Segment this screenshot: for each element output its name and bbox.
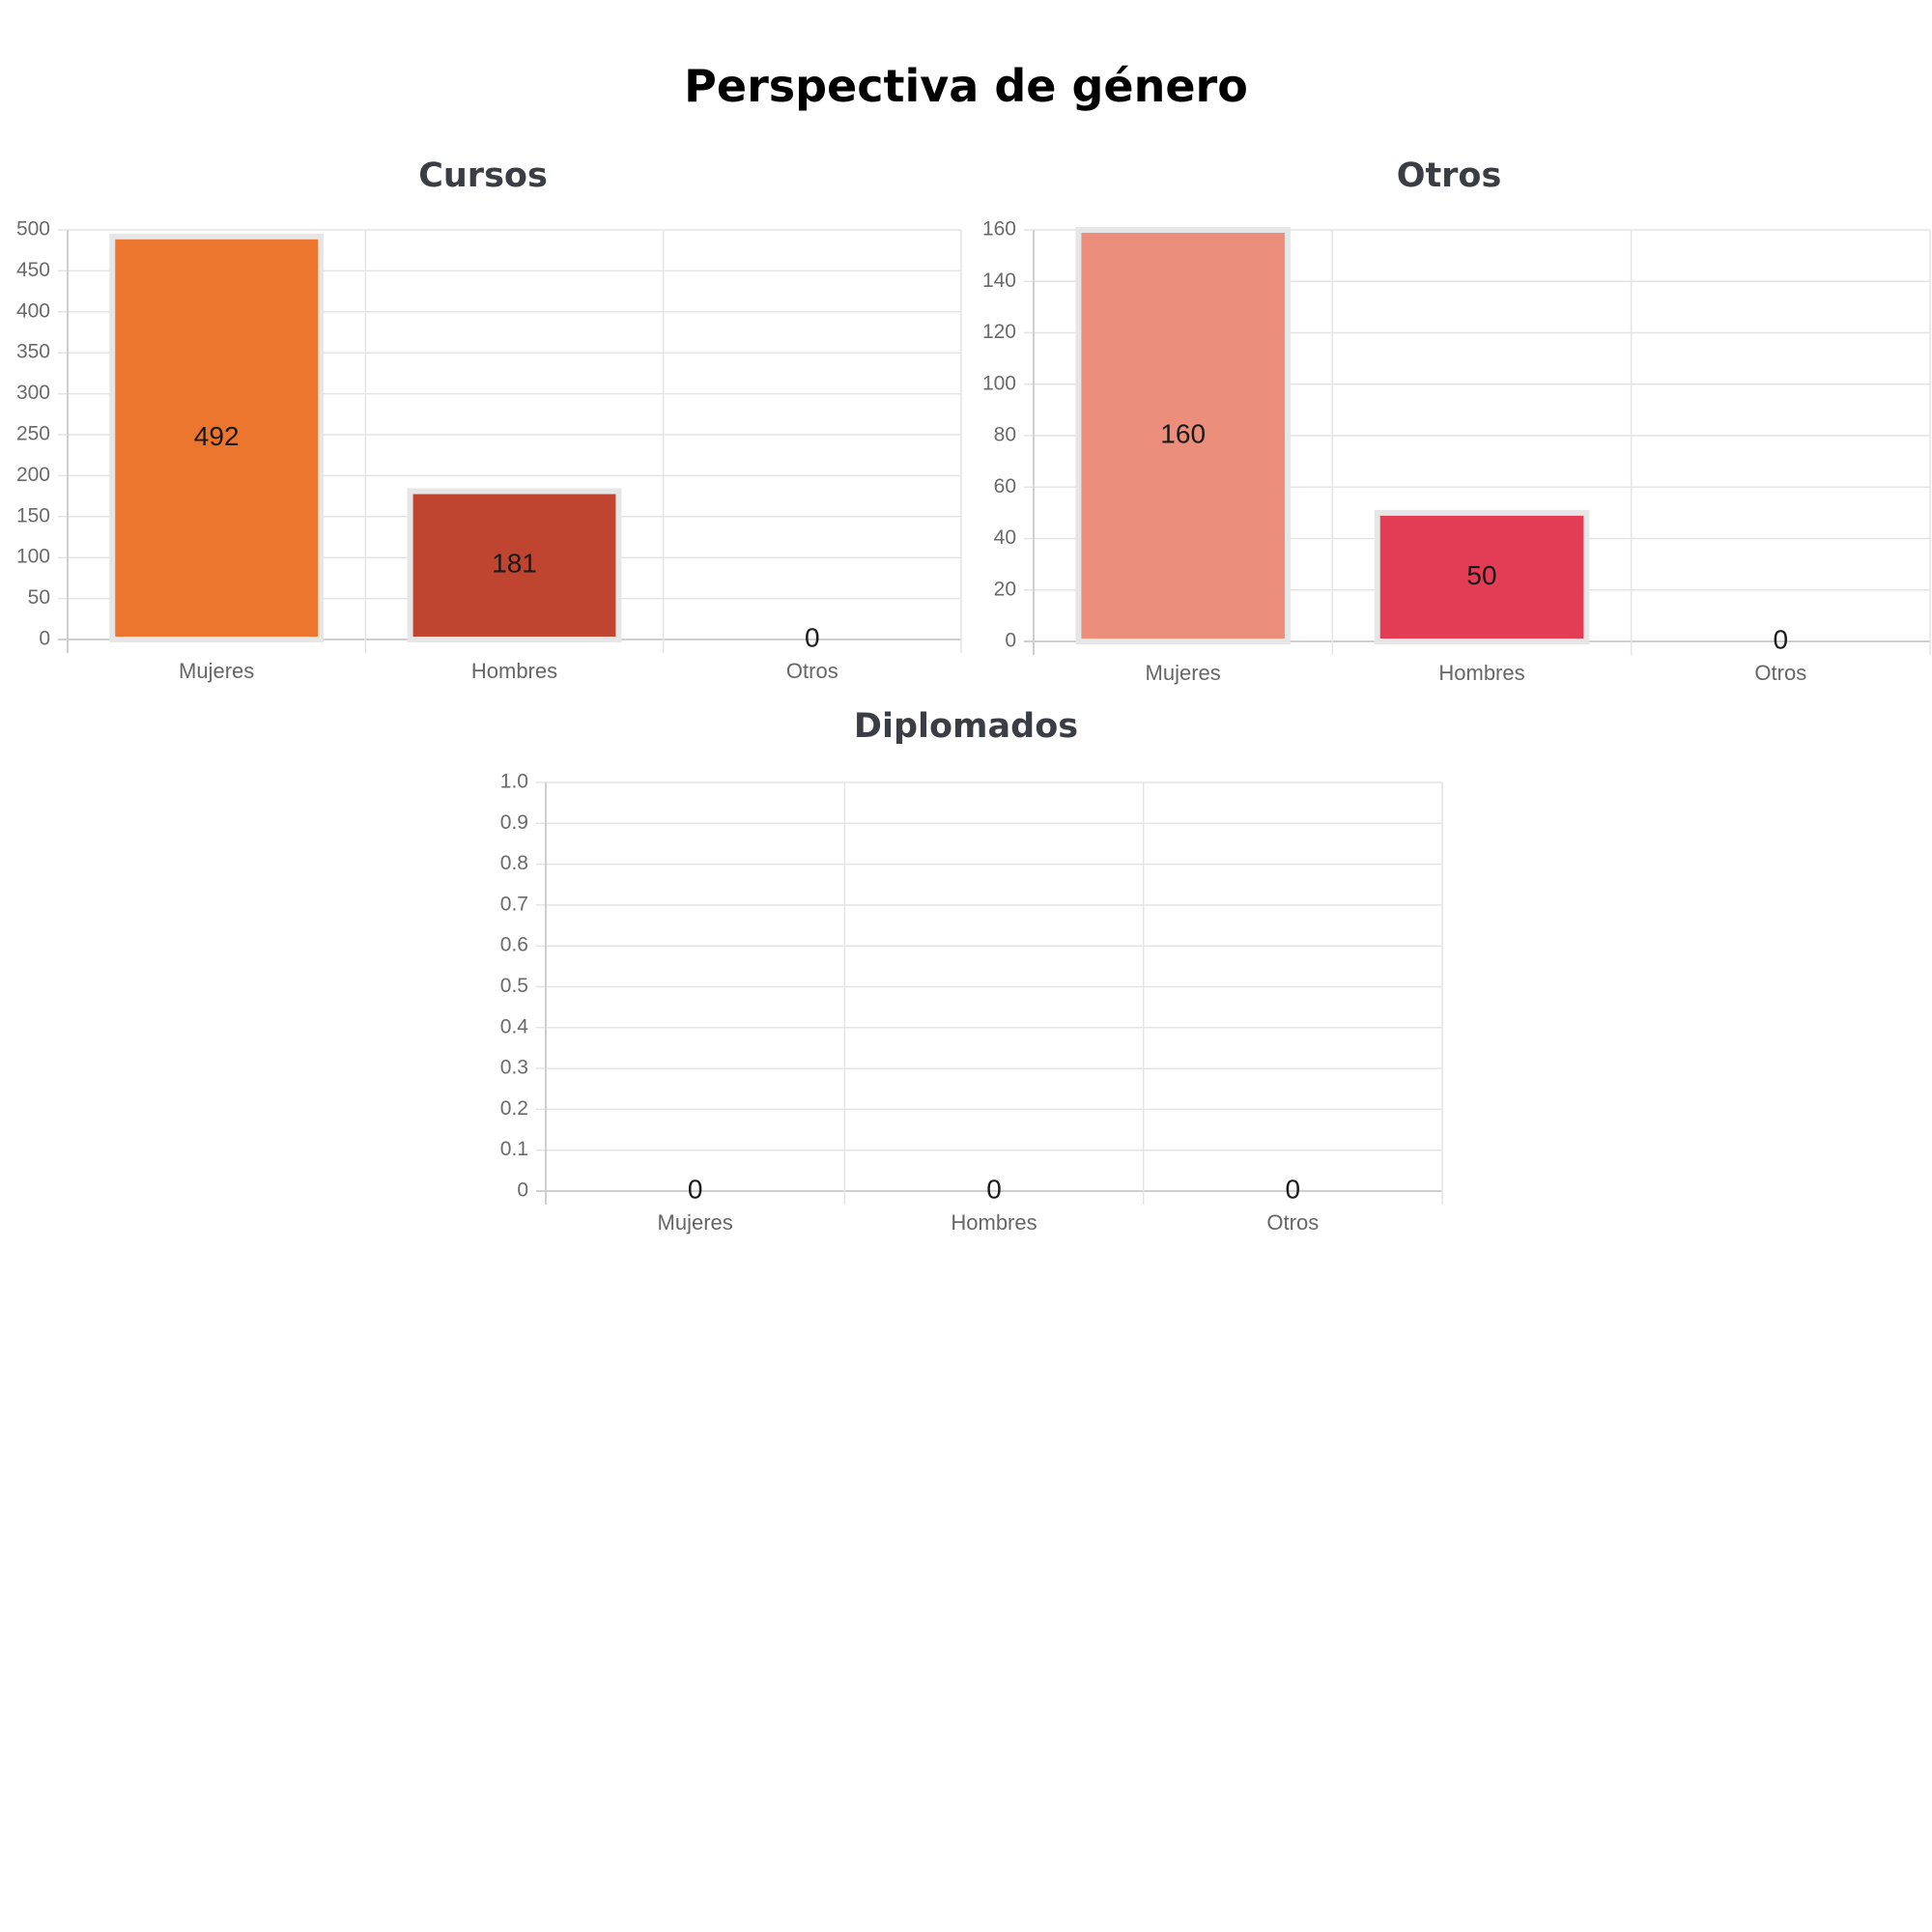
y-tick-label: 400 [16, 299, 50, 322]
chart-title-diplomados: Diplomados [853, 707, 1079, 746]
x-tick-label-otros: Otros [1754, 661, 1806, 685]
data-label-mujeres: 160 [1160, 418, 1206, 448]
data-label-otros: 0 [1286, 1174, 1301, 1204]
data-label-hombres: 0 [986, 1174, 1002, 1204]
y-tick-label: 100 [16, 546, 50, 568]
chart-otros: 0 20 40 60 80 100 120 140 160 160 Mujeres 50 Hombres… [982, 218, 1931, 685]
x-tick-label-hombres: Hombres [1438, 661, 1524, 685]
x-tick-label-otros: Otros [786, 659, 838, 683]
y-tick-label: 1.0 [500, 771, 528, 793]
data-label-hombres: 181 [492, 549, 537, 579]
y-tick-label: 0.5 [500, 975, 528, 997]
y-tick-label: 200 [16, 464, 50, 486]
y-tick-label: 50 [28, 586, 50, 609]
y-tick-label: 0.7 [500, 893, 528, 915]
y-tick-label: 80 [994, 424, 1016, 446]
y-tick-label: 0 [1005, 630, 1016, 652]
y-tick-label: 100 [982, 372, 1016, 394]
y-tick-label: 0.8 [500, 852, 528, 874]
y-tick-label: 450 [16, 259, 50, 281]
x-tick-label-mujeres: Mujeres [1146, 661, 1221, 685]
bar-hombres[interactable] [1374, 509, 1590, 644]
data-label-mujeres: 0 [688, 1174, 703, 1204]
y-tick-label: 0 [517, 1179, 528, 1202]
x-tick-label-mujeres: Mujeres [179, 659, 254, 683]
x-tick-label-otros: Otros [1266, 1210, 1319, 1235]
y-tick-label: 140 [982, 270, 1016, 292]
y-tick-label: 60 [994, 475, 1016, 497]
y-tick-label: 300 [16, 382, 50, 404]
chart-diplomados: 0 0.1 0.2 0.3 0.4 0.5 0.6 0.7 0.8 0.9 1.0 0 Mujeres 0… [500, 771, 1443, 1235]
y-tick-label: 350 [16, 341, 50, 363]
x-tick-label-hombres: Hombres [951, 1210, 1037, 1235]
chart-cursos: 0 50 100 150 200 250 300 350 400 450 500 492 Mujeres… [16, 218, 962, 683]
y-tick-label: 40 [994, 526, 1016, 549]
x-tick-label-mujeres: Mujeres [658, 1210, 733, 1235]
y-tick-label: 0.2 [500, 1097, 528, 1120]
y-tick-label: 0.3 [500, 1057, 528, 1079]
y-tick-label: 0.4 [500, 1015, 529, 1037]
y-tick-label: 0.6 [500, 934, 528, 956]
data-label-otros: 0 [805, 622, 820, 652]
chart-title-cursos: Cursos [418, 156, 548, 195]
bar-hombres[interactable] [407, 488, 622, 642]
y-tick-label: 500 [16, 218, 50, 241]
y-tick-label: 120 [982, 321, 1016, 343]
data-label-hombres: 50 [1466, 560, 1496, 590]
x-tick-label-hombres: Hombres [471, 659, 557, 683]
y-tick-label: 250 [16, 423, 50, 445]
y-tick-label: 0.1 [500, 1138, 528, 1160]
bar-mujeres[interactable] [1075, 227, 1291, 644]
y-tick-label: 150 [16, 504, 50, 526]
y-tick-label: 0 [39, 628, 50, 650]
y-tick-label: 160 [982, 218, 1016, 241]
data-label-mujeres: 492 [194, 421, 240, 451]
y-tick-label: 0.9 [500, 811, 528, 834]
chart-title-otros: Otros [1396, 156, 1502, 195]
y-tick-label: 20 [994, 578, 1016, 600]
data-label-otros: 0 [1774, 624, 1789, 654]
bar-mujeres[interactable] [109, 233, 325, 643]
page-title: Perspectiva de género [684, 60, 1248, 112]
